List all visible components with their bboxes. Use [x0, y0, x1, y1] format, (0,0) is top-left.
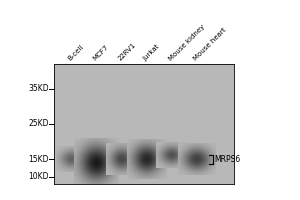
Text: MRPS6: MRPS6	[214, 155, 241, 164]
Text: 22RV1: 22RV1	[117, 42, 137, 62]
Text: 15KD: 15KD	[28, 155, 49, 164]
Text: Mouse kidney: Mouse kidney	[167, 24, 206, 62]
Text: 25KD: 25KD	[28, 119, 49, 129]
Text: Mouse heart: Mouse heart	[192, 27, 227, 62]
Text: 35KD: 35KD	[28, 84, 49, 93]
Text: Jurkat: Jurkat	[142, 43, 161, 62]
Text: B-cell: B-cell	[67, 44, 85, 62]
Text: 10KD: 10KD	[28, 172, 49, 181]
Text: MCF7: MCF7	[92, 44, 110, 62]
